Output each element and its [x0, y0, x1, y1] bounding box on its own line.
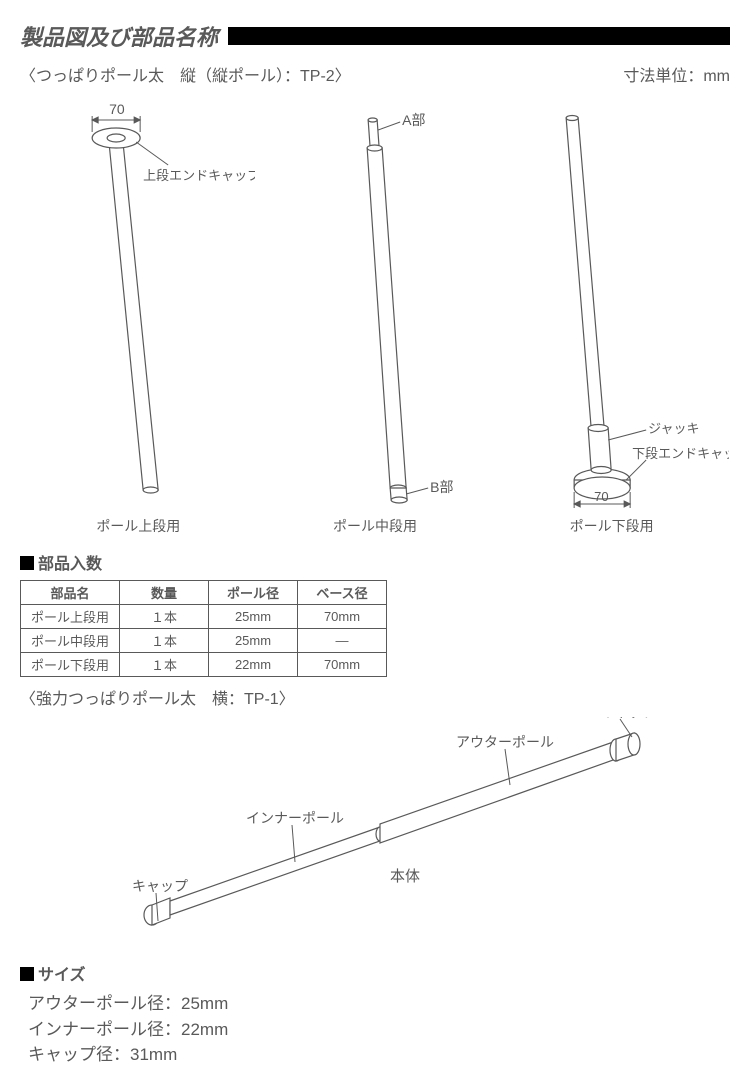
horizontal-pole-diagram: キャップ アウターポール インナーポール キャップ 本体	[60, 717, 730, 947]
size-line: インナーポール径：22mm	[28, 1017, 730, 1043]
size-line: キャップ径：31mm	[28, 1042, 730, 1068]
pole3-dim: 70	[595, 489, 609, 504]
col-qty: 数量	[120, 581, 209, 605]
size-list: アウターポール径：25mm インナーポール径：22mm キャップ径：31mm	[28, 991, 730, 1068]
title-bar: 製品図及び部品名称	[20, 20, 730, 52]
h-body-label: 本体	[390, 868, 420, 885]
pole3-jack-label: ジャッキ	[649, 421, 700, 436]
pole-upper-diagram: 70 上段エンドキャップ	[21, 90, 255, 510]
parts-table: 部品名 数量 ポール径 ベース径 ポール上段用 １本 25mm 70mm ポール…	[20, 580, 387, 677]
h-outer-label: アウターポール	[456, 734, 554, 750]
section2-subtitle: 〈強力つっぱりポール太 横：TP-1〉	[20, 685, 295, 709]
parts-heading-text: 部品入数	[38, 556, 102, 573]
pole-middle-diagram: A部 B部	[258, 90, 492, 510]
square-bullet-icon	[20, 556, 34, 570]
parts-heading: 部品入数	[20, 550, 730, 574]
pole1-cap-label: 上段エンドキャップ	[143, 168, 255, 183]
size-line: アウターポール径：25mm	[28, 991, 730, 1017]
col-pole-dia: ポール径	[209, 581, 298, 605]
section1-subtitle-row: 〈つっぱりポール太 縦（縦ポール）：TP-2〉 寸法単位：mm	[20, 62, 730, 86]
pole1-caption: ポール上段用	[21, 516, 255, 536]
section1-subtitle: 〈つっぱりポール太 縦（縦ポール）：TP-2〉	[20, 62, 351, 86]
poles-row: 70 上段エンドキャップ A部	[20, 90, 730, 510]
size-heading: サイズ	[20, 961, 730, 985]
table-row: ポール下段用 １本 22mm 70mm	[21, 653, 387, 677]
table-row: ポール上段用 １本 25mm 70mm	[21, 605, 387, 629]
pole-lower-diagram: ジャッキ 下段エンドキャップ 70	[494, 90, 728, 510]
title-rule	[228, 27, 730, 45]
unit-label: 寸法単位：mm	[623, 62, 730, 86]
pole1-dim: 70	[109, 101, 125, 117]
page-title: 製品図及び部品名称	[20, 20, 218, 52]
section2-subtitle-row: 〈強力つっぱりポール太 横：TP-1〉	[20, 685, 730, 709]
col-base-dia: ベース径	[298, 581, 387, 605]
pole2-b-label: B部	[430, 479, 453, 495]
table-header-row: 部品名 数量 ポール径 ベース径	[21, 581, 387, 605]
h-cap-left-label: キャップ	[132, 878, 188, 894]
pole3-caption: ポール下段用	[494, 516, 728, 536]
table-row: ポール中段用 １本 25mm —	[21, 629, 387, 653]
pole-captions: ポール上段用 ポール中段用 ポール下段用	[20, 516, 730, 536]
pole3-cap-label: 下段エンドキャップ	[633, 446, 729, 461]
col-name: 部品名	[21, 581, 120, 605]
h-cap-right-label: キャップ	[600, 717, 656, 720]
h-inner-label: インナーポール	[246, 810, 344, 826]
pole2-caption: ポール中段用	[258, 516, 492, 536]
pole2-a-label: A部	[402, 112, 425, 128]
size-heading-text: サイズ	[38, 967, 86, 984]
square-bullet-icon	[20, 967, 34, 981]
